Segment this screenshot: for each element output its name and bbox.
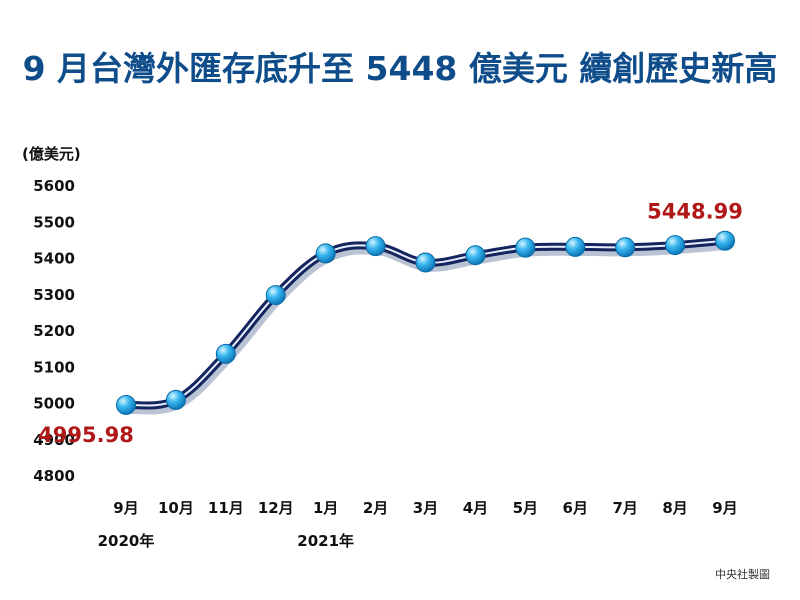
- y-tick-label: 5100: [33, 358, 75, 376]
- data-point: [165, 389, 186, 410]
- y-tick-label: 5200: [33, 322, 75, 340]
- data-point: [565, 236, 586, 257]
- data-points: [116, 230, 735, 415]
- data-point: [715, 230, 735, 251]
- annotations: 4995.98 5448.99: [38, 200, 743, 447]
- x-axis-ticks: 9月 10月 11月 12月 1月 2月 3月 4月 5月 6月 7月 8月 9月: [113, 499, 737, 517]
- data-point: [465, 245, 486, 266]
- data-point: [665, 235, 686, 256]
- x-tick-label: 2月: [363, 499, 388, 517]
- x-tick-label: 1月: [313, 499, 338, 517]
- y-tick-label: 5400: [33, 250, 75, 268]
- data-point: [365, 236, 386, 257]
- y-axis-unit-label: (億美元): [22, 145, 81, 163]
- x-tick-label: 12月: [258, 499, 294, 517]
- chart-title: 9 月台灣外匯存底升至 5448 億美元 續創歷史新高: [23, 49, 778, 88]
- y-tick-label: 4800: [33, 467, 75, 485]
- x-tick-label: 4月: [463, 499, 488, 517]
- data-point: [315, 243, 336, 264]
- data-label: 5448.99: [647, 200, 743, 224]
- x-tick-label: 5月: [513, 499, 538, 517]
- y-tick-label: 5500: [33, 213, 75, 231]
- x-tick-label: 11月: [208, 499, 244, 517]
- y-tick-label: 5600: [33, 177, 75, 195]
- year-label: 2020年: [98, 532, 155, 550]
- year-labels: 2020年 2021年: [98, 532, 354, 550]
- x-tick-label: 3月: [413, 499, 438, 517]
- data-label: 4995.98: [38, 423, 134, 447]
- data-point: [515, 237, 536, 258]
- y-tick-label: 5300: [33, 286, 75, 304]
- x-tick-label: 7月: [612, 499, 637, 517]
- x-tick-label: 9月: [712, 499, 737, 517]
- x-tick-label: 6月: [563, 499, 588, 517]
- data-point: [615, 237, 636, 258]
- source-credit: 中央社製圖: [715, 567, 770, 581]
- data-point: [265, 285, 286, 306]
- x-tick-label: 9月: [113, 499, 138, 517]
- data-point: [215, 343, 236, 364]
- y-tick-label: 4900: [33, 431, 75, 449]
- year-label: 2021年: [297, 532, 354, 550]
- x-tick-label: 8月: [662, 499, 687, 517]
- data-point: [415, 252, 436, 273]
- data-point: [116, 394, 136, 415]
- y-axis-ticks: 4800 4900 5000 5100 5200 5300 5400 5500 5600: [33, 177, 75, 485]
- y-tick-label: 5000: [33, 395, 75, 413]
- x-tick-label: 10月: [158, 499, 194, 517]
